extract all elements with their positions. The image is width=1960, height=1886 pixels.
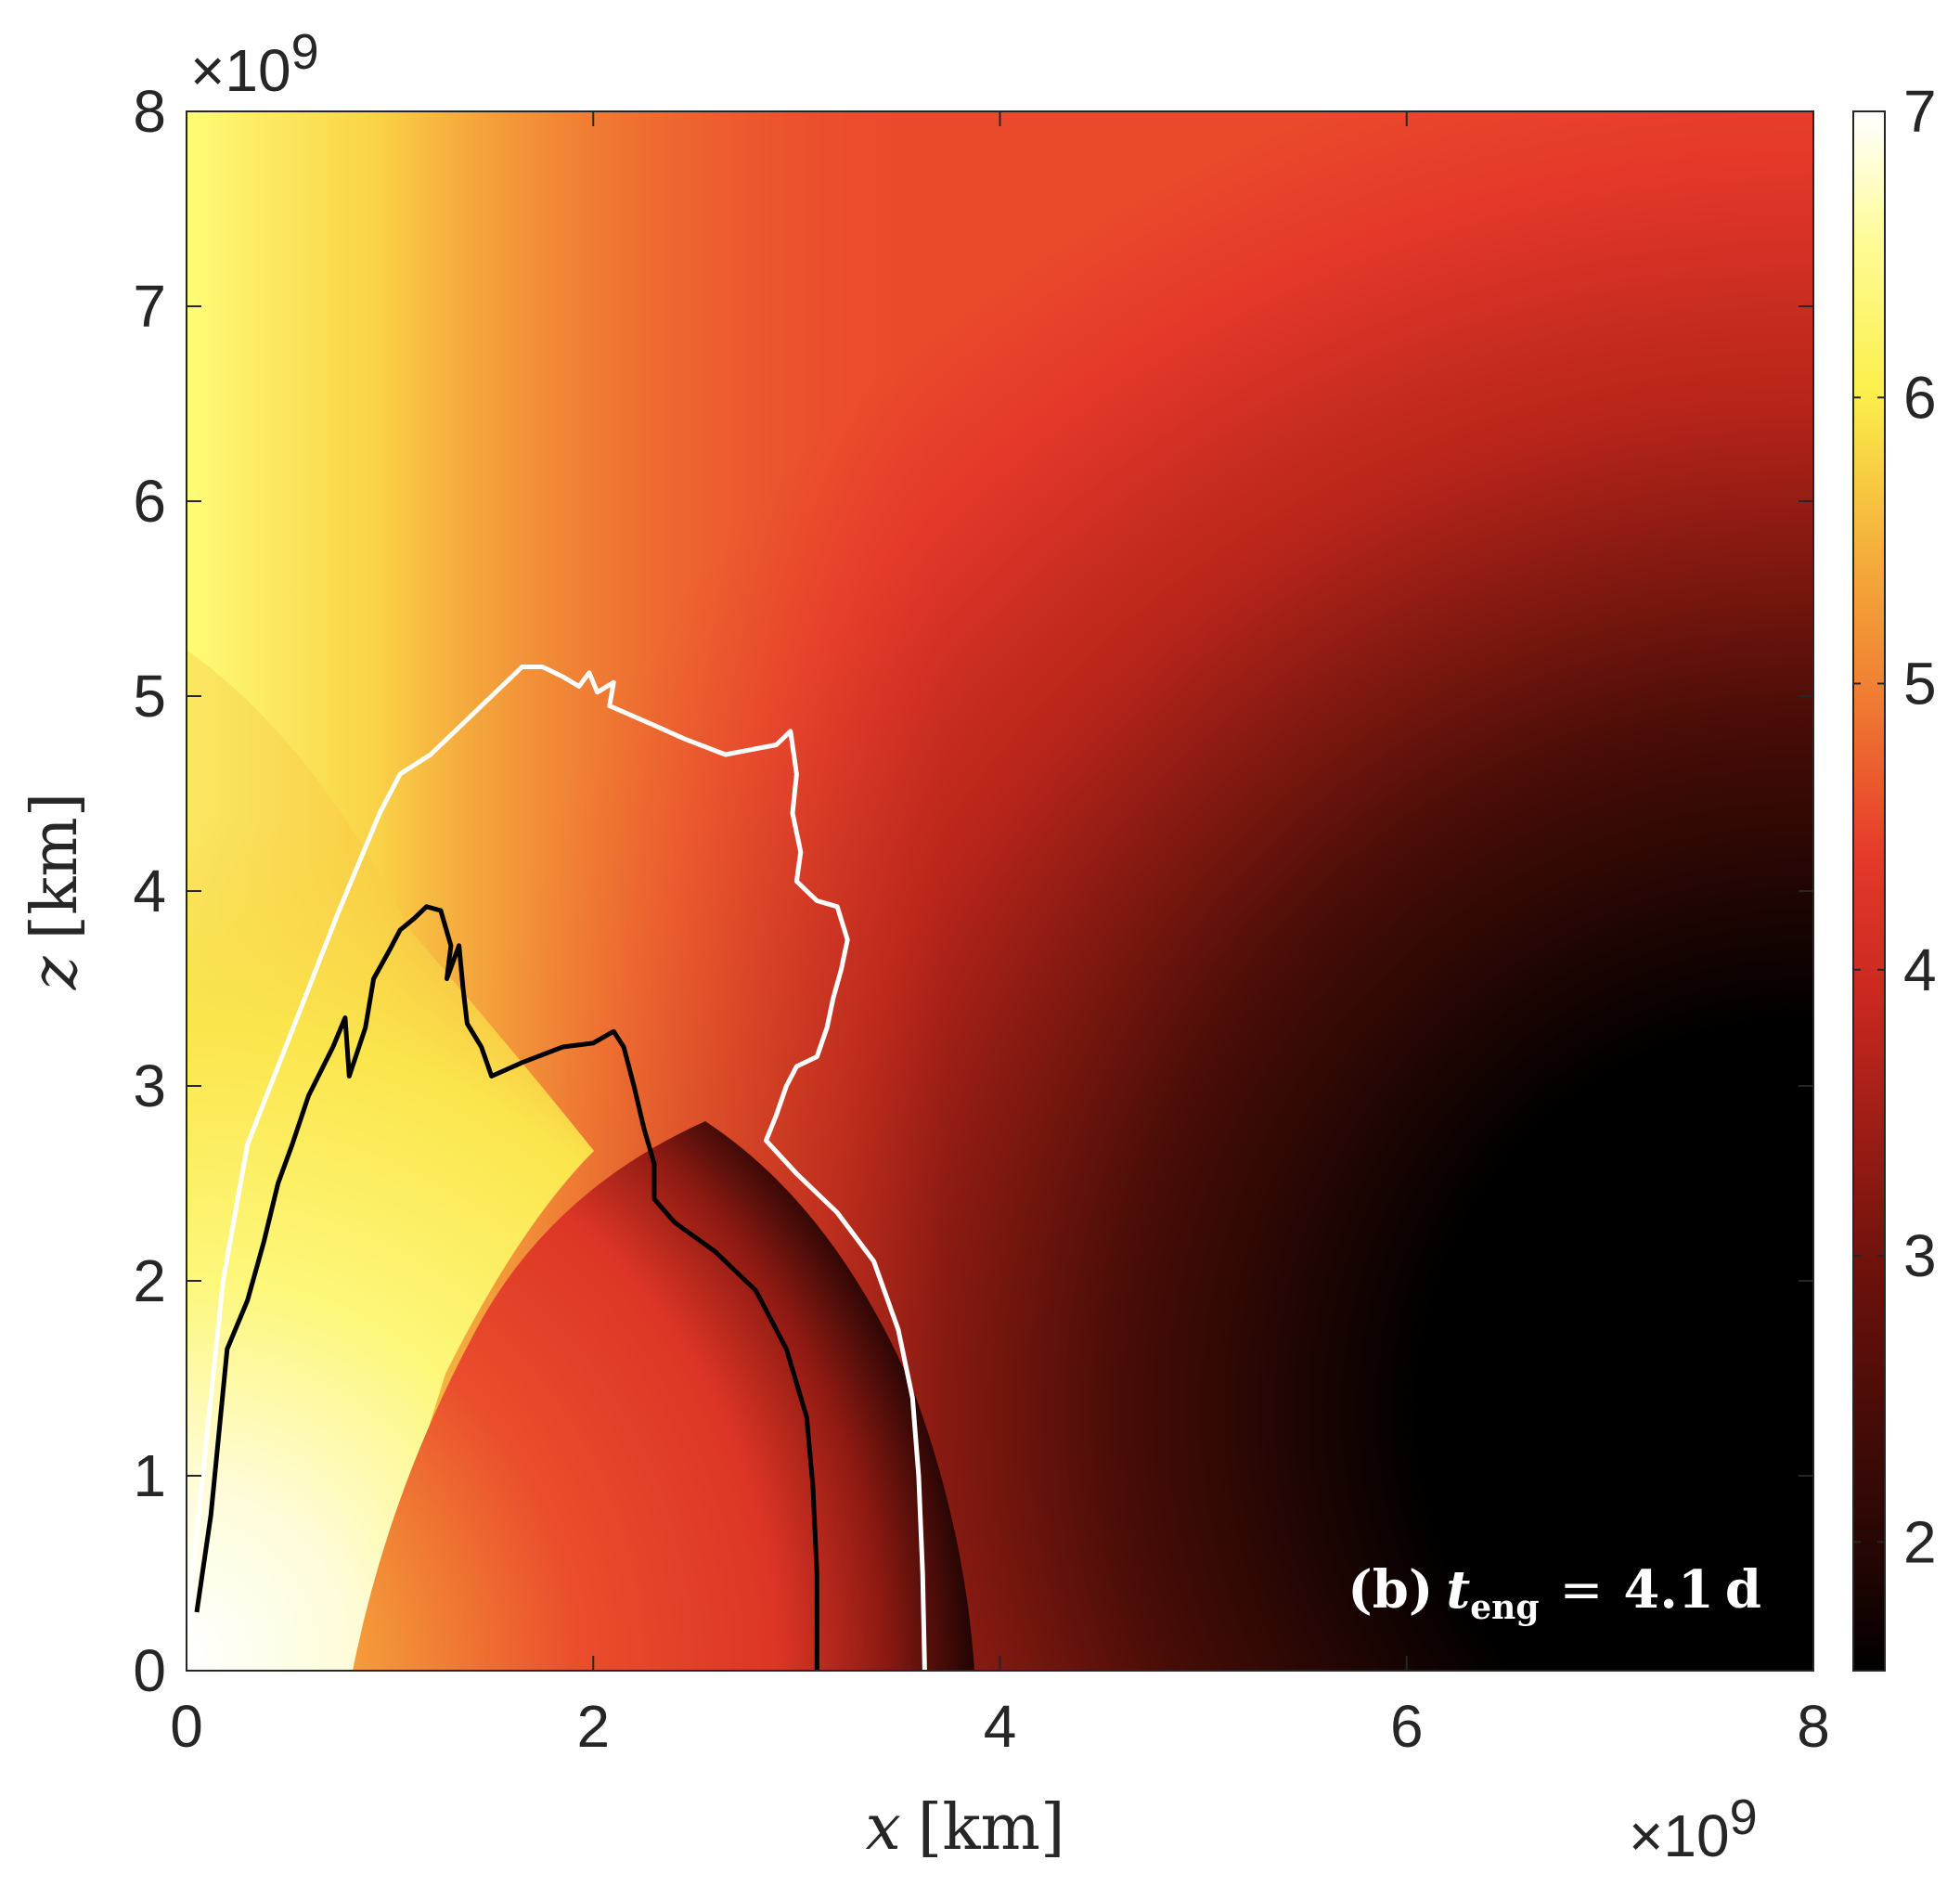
z-tick-label: 7 [133, 273, 166, 340]
x-tick-label: 6 [1390, 1693, 1424, 1760]
x-axis-multiplier: ×109 [1629, 1789, 1758, 1869]
colorbar-tick-label: 3 [1903, 1222, 1937, 1289]
z-tick-label: 8 [133, 78, 166, 145]
x-tick-label: 8 [1797, 1693, 1830, 1760]
z-axis-ticks: 0 1 2 3 4 5 6 7 8 [133, 78, 1813, 1704]
colorbar-gradient [1852, 110, 1886, 1672]
x-axis-ticks: 0 2 4 6 8 [170, 111, 1830, 1760]
heatmap-ejecta-shell [353, 1121, 974, 1671]
colorbar-tick-label: 2 [1903, 1508, 1937, 1575]
z-tick-label: 6 [133, 468, 166, 535]
z-tick-label: 4 [133, 858, 166, 924]
z-axis-label: z[km] [19, 793, 92, 991]
contour-lines [187, 665, 927, 1671]
x-tick-label: 2 [576, 1693, 610, 1760]
colorbar-tick-label: 7 [1903, 78, 1937, 145]
z-tick-label: 1 [133, 1442, 166, 1509]
colorbar-ticks: 2 3 4 5 6 7 [1853, 78, 1937, 1575]
z-tick-label: 0 [133, 1637, 166, 1704]
x-axis-label: x [km] [865, 1791, 1064, 1865]
colorbar-tick-label: 6 [1903, 364, 1937, 431]
x-tick-label: 4 [984, 1693, 1017, 1760]
time-annotation: (b) teng = 4.1 d [1348, 1559, 1761, 1627]
z-tick-label: 3 [133, 1053, 166, 1119]
heatmap-field [187, 111, 1813, 1671]
z-axis-multiplier: ×109 [190, 24, 319, 104]
heatmap-jet-region [187, 650, 594, 1671]
z-tick-label: 2 [133, 1247, 166, 1314]
colorbar-tick-label: 4 [1903, 937, 1937, 1003]
black-contour-line [194, 904, 819, 1671]
colorbar: 2 3 4 5 6 7 [1852, 78, 1937, 1672]
x-tick-label: 0 [170, 1693, 203, 1760]
z-tick-label: 5 [133, 663, 166, 730]
colorbar-tick-label: 5 [1903, 651, 1937, 717]
white-contour-line [187, 665, 927, 1671]
